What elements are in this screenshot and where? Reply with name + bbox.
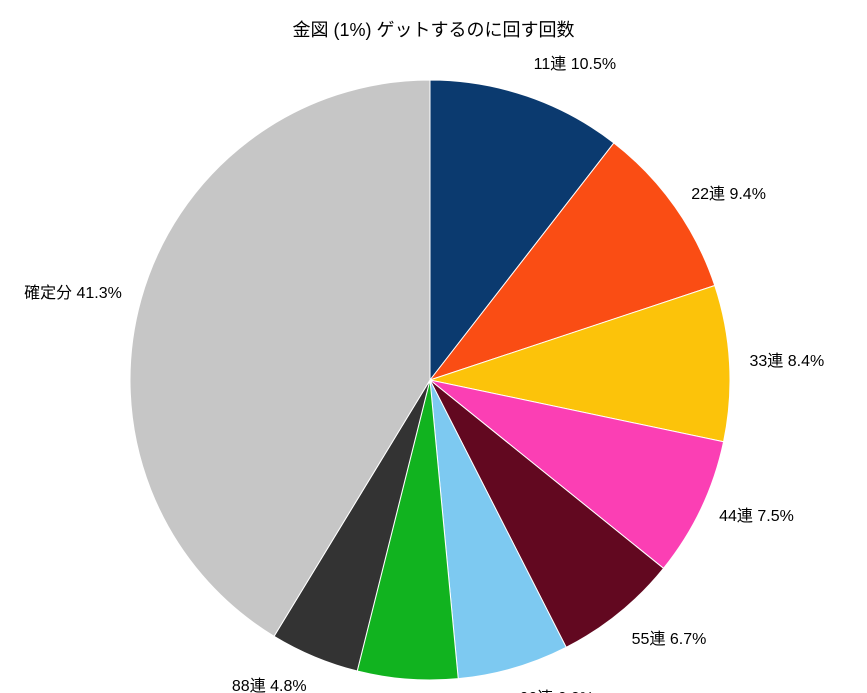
slice-label: 66連 6.0% [519,689,594,693]
pie-chart-svg [0,0,867,693]
slice-label: 確定分 41.3% [24,284,122,303]
slice-label: 22連 9.4% [691,185,766,204]
slice-label: 33連 8.4% [749,352,824,371]
pie-chart-container: 金図 (1%) ゲットするのに回す回数 11連 10.5%22連 9.4%33連… [0,0,867,693]
slice-label: 11連 10.5% [534,55,616,74]
slice-label: 88連 4.8% [232,677,307,693]
slice-label: 44連 7.5% [719,507,794,526]
slice-label: 55連 6.7% [632,630,707,649]
